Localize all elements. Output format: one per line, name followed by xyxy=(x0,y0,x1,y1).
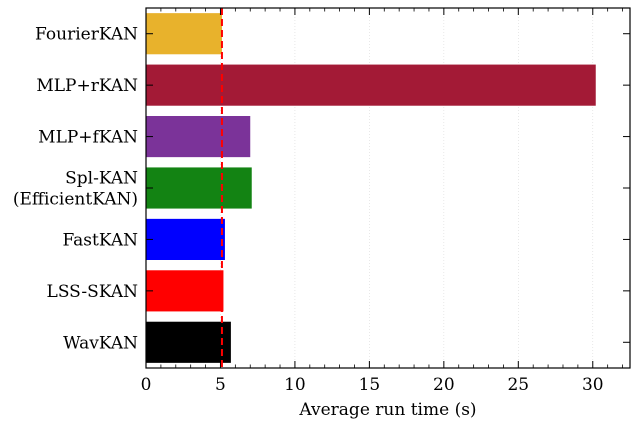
category-label: MLP+rKAN xyxy=(36,76,138,96)
category-label: FourierKAN xyxy=(35,25,138,45)
category-label-line: MLP+fKAN xyxy=(38,128,138,148)
category-label-line: FourierKAN xyxy=(35,25,138,45)
x-tick-label: 0 xyxy=(141,375,152,395)
bar xyxy=(146,64,596,106)
bar xyxy=(146,270,224,312)
category-label-line: Spl-KAN xyxy=(65,169,138,189)
x-tick-label: 30 xyxy=(582,375,604,395)
category-label-line: WavKAN xyxy=(63,333,138,353)
bar xyxy=(146,13,222,55)
bar xyxy=(146,321,231,363)
bars xyxy=(146,13,596,363)
category-label: WavKAN xyxy=(63,333,138,353)
x-tick-label: 10 xyxy=(284,375,306,395)
x-tick-labels: 0 5 10 15 20 25 30 xyxy=(141,375,604,395)
category-label: FastKAN xyxy=(63,230,139,250)
bar xyxy=(146,218,225,260)
x-tick-label: 20 xyxy=(433,375,455,395)
category-label-line: (EfficientKAN) xyxy=(13,190,138,210)
x-tick-label: 15 xyxy=(359,375,381,395)
category-label-line: FastKAN xyxy=(63,230,139,250)
x-tick-label: 5 xyxy=(215,375,226,395)
grid-lines xyxy=(220,8,594,368)
axis-ticks xyxy=(145,8,630,368)
category-label-line: MLP+rKAN xyxy=(36,76,138,96)
category-label-line: LSS-SKAN xyxy=(47,282,139,302)
bar xyxy=(146,116,251,158)
category-label: Spl-KAN (EfficientKAN) xyxy=(13,169,138,210)
category-label: MLP+fKAN xyxy=(38,128,138,148)
x-axis-label: Average run time (s) xyxy=(298,400,476,420)
x-tick-label: 25 xyxy=(507,375,529,395)
bar xyxy=(146,167,252,209)
category-label: LSS-SKAN xyxy=(47,282,139,302)
category-labels: FourierKAN MLP+rKAN MLP+fKAN Spl-KAN (Effici… xyxy=(13,25,138,354)
